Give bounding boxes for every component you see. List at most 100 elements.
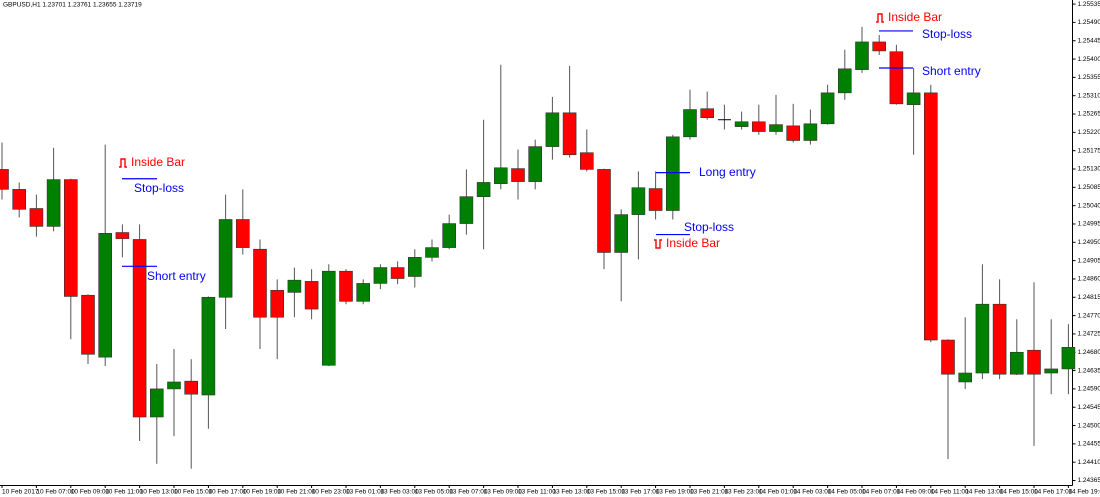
x-tick-label: 14 Feb 01:00: [759, 489, 798, 496]
y-tick-label: 1.24455: [1078, 441, 1100, 448]
candle-body: [81, 294, 95, 355]
y-tick-label: 1.25400: [1078, 56, 1100, 63]
x-tick-label: 10 Feb 23:00: [312, 489, 351, 496]
annotation-label: Short entry: [147, 269, 206, 283]
candle-body: [373, 267, 388, 284]
candle-body: [1044, 368, 1058, 374]
x-tick-label: 10 Feb 2017: [2, 489, 39, 496]
candle-body: [0, 169, 9, 190]
x-tick-label: 13 Feb 05:00: [415, 489, 454, 496]
y-tick-label: 1.25535: [1078, 1, 1100, 8]
y-tick-label: 1.24500: [1078, 422, 1100, 429]
x-tick-label: 10 Feb 11:00: [105, 489, 143, 496]
candle-body: [493, 167, 508, 184]
annotation-label: Inside Bar: [888, 10, 942, 24]
x-tick-label: 14 Feb 19:00: [1068, 489, 1100, 496]
annotation-label: Short entry: [922, 64, 981, 78]
symbol-info: GBPUSD,H1 1.23701 1.23761 1.23655 1.2371…: [3, 2, 142, 9]
candle-body: [665, 136, 680, 211]
annotation-label: Stop-loss: [922, 27, 972, 41]
candle-body: [648, 188, 663, 211]
candle-body: [889, 51, 904, 105]
x-tick-label: 13 Feb 03:00: [380, 489, 419, 496]
candle-body: [184, 380, 198, 395]
candle-body: [150, 388, 164, 418]
x-tick-label: 13 Feb 21:00: [690, 489, 729, 496]
candle-body: [751, 121, 766, 132]
candle-body: [356, 283, 371, 302]
x-tick-label: 13 Feb 15:00: [587, 489, 626, 496]
candle-body: [614, 214, 629, 253]
y-tick-label: 1.25310: [1078, 92, 1100, 99]
candle-body: [115, 232, 130, 239]
y-tick-label: 1.24725: [1078, 331, 1100, 338]
candle-body: [12, 189, 26, 210]
candle-body: [786, 125, 801, 141]
x-tick-label: 10 Feb 15:00: [174, 489, 213, 496]
x-tick-label: 14 Feb 11:00: [931, 489, 969, 496]
candle-body: [339, 270, 353, 302]
candle-body: [64, 179, 78, 297]
x-tick-label: 10 Feb 21:00: [277, 489, 316, 496]
y-tick-label: 1.24905: [1078, 257, 1100, 264]
y-tick-label: 1.25040: [1078, 202, 1100, 209]
candle-body: [201, 296, 216, 396]
candle-body: [270, 290, 285, 318]
candle-body: [958, 372, 973, 383]
candle-body: [321, 270, 336, 366]
candle-body: [528, 146, 543, 182]
candle-body: [700, 108, 715, 118]
candle-body: [253, 248, 267, 318]
annotation-label: Inside Bar: [666, 236, 720, 250]
candle-body: [132, 239, 147, 418]
x-tick-label: 14 Feb 15:00: [1000, 489, 1039, 496]
candle-body: [837, 68, 852, 94]
candle-body: [442, 223, 457, 248]
x-tick-label: 13 Feb 01:00: [346, 489, 385, 496]
x-tick-label: 13 Feb 09:00: [484, 489, 523, 496]
candle-body: [803, 123, 818, 141]
y-tick-label: 1.24590: [1078, 386, 1100, 393]
candle-body: [46, 179, 61, 227]
y-tick-label: 1.24545: [1078, 404, 1100, 411]
candle-body: [769, 124, 783, 132]
candle-body: [545, 112, 560, 147]
y-tick-label: 1.24680: [1078, 349, 1100, 356]
x-tick-label: 13 Feb 23:00: [724, 489, 763, 496]
candle-body: [218, 219, 233, 298]
y-tick-label: 1.25130: [1078, 166, 1100, 173]
x-tick-label: 10 Feb 13:00: [140, 489, 179, 496]
x-tick-label: 10 Feb 07:00: [36, 489, 75, 496]
candle-body: [287, 279, 302, 293]
candle-body: [236, 219, 250, 248]
x-tick-label: 14 Feb 13:00: [965, 489, 1004, 496]
candle-body: [1027, 349, 1041, 375]
candle-body: [820, 92, 835, 125]
candle-body: [304, 281, 319, 310]
y-tick-label: 1.24365: [1078, 477, 1100, 484]
candle-body: [390, 267, 405, 279]
inside-bar-icon: [876, 13, 884, 23]
candle-body: [407, 257, 422, 277]
annotation-label: Long entry: [699, 165, 756, 179]
y-tick-label: 1.25490: [1078, 19, 1100, 26]
candle-body: [597, 169, 611, 253]
x-tick-label: 13 Feb 19:00: [656, 489, 695, 496]
candle-body: [992, 303, 1007, 375]
annotation-label: Inside Bar: [131, 155, 185, 169]
candle-body: [562, 112, 577, 156]
candle-body: [579, 152, 594, 170]
annotation-label: Stop-loss: [684, 220, 734, 234]
inside-bar-icon: [119, 158, 127, 168]
y-tick-label: 1.24815: [1078, 294, 1100, 301]
y-tick-label: 1.24635: [1078, 367, 1100, 374]
candle-body: [923, 92, 938, 341]
candle-body: [855, 41, 869, 70]
y-tick-label: 1.25265: [1078, 111, 1100, 118]
y-tick-label: 1.24995: [1078, 221, 1100, 228]
y-tick-label: 1.25220: [1078, 129, 1100, 136]
x-tick-label: 13 Feb 07:00: [449, 489, 488, 496]
candle-body: [941, 339, 955, 375]
y-tick-label: 1.25085: [1078, 184, 1100, 191]
